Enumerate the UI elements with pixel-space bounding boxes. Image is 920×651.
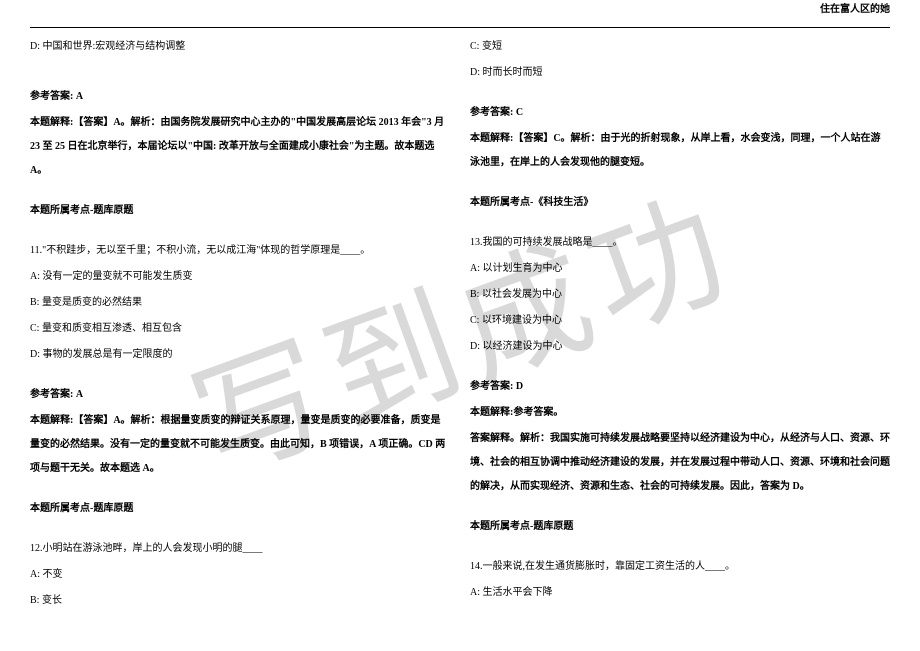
q11-stem: 11."不积跬步，无以至千里；不积小流，无以成江海"体现的哲学原理是____。 (30, 239, 450, 263)
q12-stem: 12.小明站在游泳池畔，岸上的人会发现小明的腿____ (30, 537, 450, 561)
q14-option-a: A: 生活水平会下降 (470, 581, 890, 605)
q12-answer-label: 参考答案: C (470, 101, 890, 125)
q12-topic: 本题所属考点-《科技生活》 (470, 191, 890, 215)
q11-option-d: D: 事物的发展总是有一定限度的 (30, 343, 450, 367)
q12-option-b: B: 变长 (30, 589, 450, 613)
q13-answer-label: 参考答案: D (470, 375, 890, 399)
q14-stem: 14.一般来说,在发生通货膨胀时，靠固定工资生活的人____。 (470, 555, 890, 579)
content-wrapper: D: 中国和世界:宏观经济与结构调整 参考答案: A 本题解释:【答案】A。解析… (0, 0, 920, 615)
left-column: D: 中国和世界:宏观经济与结构调整 参考答案: A 本题解释:【答案】A。解析… (30, 35, 450, 615)
q12-explanation: 本题解释:【答案】C。解析：由于光的折射现象，从岸上看，水会变浅，同理，一个人站… (470, 127, 890, 175)
q11-option-b: B: 量变是质变的必然结果 (30, 291, 450, 315)
q11-option-c: C: 量变和质变相互渗透、相互包含 (30, 317, 450, 341)
q10-option-d: D: 中国和世界:宏观经济与结构调整 (30, 35, 450, 59)
q13-explanation-label: 本题解释:参考答案。 (470, 401, 890, 425)
q10-answer-label: 参考答案: A (30, 85, 450, 109)
q13-option-b: B: 以社会发展为中心 (470, 283, 890, 307)
q13-explanation: 答案解释。解析：我国实施可持续发展战略要坚持以经济建设为中心，从经济与人口、资源… (470, 427, 890, 499)
q12-option-d: D: 时而长时而短 (470, 61, 890, 85)
q13-stem: 13.我国的可持续发展战略是____。 (470, 231, 890, 255)
q12-option-a: A: 不变 (30, 563, 450, 587)
q12-option-c: C: 变短 (470, 35, 890, 59)
q11-explanation: 本题解释:【答案】A。解析：根据量变质变的辩证关系原理，量变是质变的必要准备，质… (30, 409, 450, 481)
q13-option-c: C: 以环境建设为中心 (470, 309, 890, 333)
q10-topic: 本题所属考点-题库原题 (30, 199, 450, 223)
q11-option-a: A: 没有一定的量变就不可能发生质变 (30, 265, 450, 289)
q10-explanation: 本题解释:【答案】A。解析：由国务院发展研究中心主办的"中国发展高层论坛 201… (30, 111, 450, 183)
q13-option-a: A: 以计划生育为中心 (470, 257, 890, 281)
q11-topic: 本题所属考点-题库原题 (30, 497, 450, 521)
q13-option-d: D: 以经济建设为中心 (470, 335, 890, 359)
q13-topic: 本题所属考点-题库原题 (470, 515, 890, 539)
q11-answer-label: 参考答案: A (30, 383, 450, 407)
right-column: C: 变短 D: 时而长时而短 参考答案: C 本题解释:【答案】C。解析：由于… (470, 35, 890, 615)
